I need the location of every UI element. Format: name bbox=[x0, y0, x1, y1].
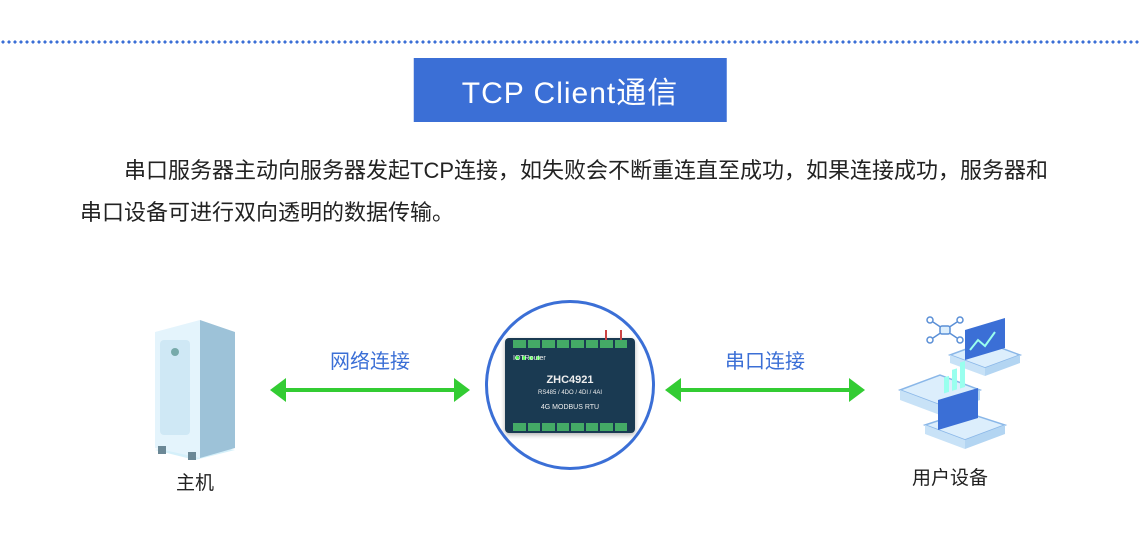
node-user-devices: 用户设备 bbox=[860, 300, 1040, 490]
connection-serial-label: 串口连接 bbox=[665, 345, 865, 374]
host-icon bbox=[140, 310, 250, 460]
arrow-head-right-icon bbox=[454, 378, 470, 402]
host-label: 主机 bbox=[120, 468, 270, 495]
connection-network-label: 网络连接 bbox=[270, 345, 470, 374]
arrow-line bbox=[284, 388, 456, 392]
divider-dotted bbox=[0, 40, 1140, 44]
description-text: 串口服务器主动向服务器发起TCP连接，如失败会不断重连直至成功，如果连接成功，服… bbox=[80, 150, 1060, 234]
node-host: 主机 bbox=[120, 310, 270, 495]
title-badge: TCP Client通信 bbox=[414, 58, 727, 122]
connection-serial: 串口连接 bbox=[665, 375, 865, 405]
node-device: IOTRouter ZHC4921 RS485 / 4DO / 4DI / 4A… bbox=[470, 300, 670, 470]
network-diagram: 主机 网络连接 IOTRouter ZHC4921 RS485 / bbox=[0, 285, 1140, 525]
user-devices-label: 用户设备 bbox=[860, 463, 1040, 490]
arrow-line bbox=[679, 388, 851, 392]
device-circle: IOTRouter ZHC4921 RS485 / 4DO / 4DI / 4A… bbox=[485, 300, 655, 470]
connection-network: 网络连接 bbox=[270, 375, 470, 405]
device-icon: IOTRouter ZHC4921 RS485 / 4DO / 4DI / 4A… bbox=[505, 338, 635, 433]
device-ports: RS485 / 4DO / 4DI / 4AI bbox=[505, 389, 635, 397]
device-model: ZHC4921 bbox=[505, 373, 635, 388]
device-sublabel: 4G MODBUS RTU bbox=[505, 403, 635, 413]
user-devices-icon bbox=[870, 300, 1030, 455]
device-brand: IOTRouter bbox=[505, 354, 635, 364]
